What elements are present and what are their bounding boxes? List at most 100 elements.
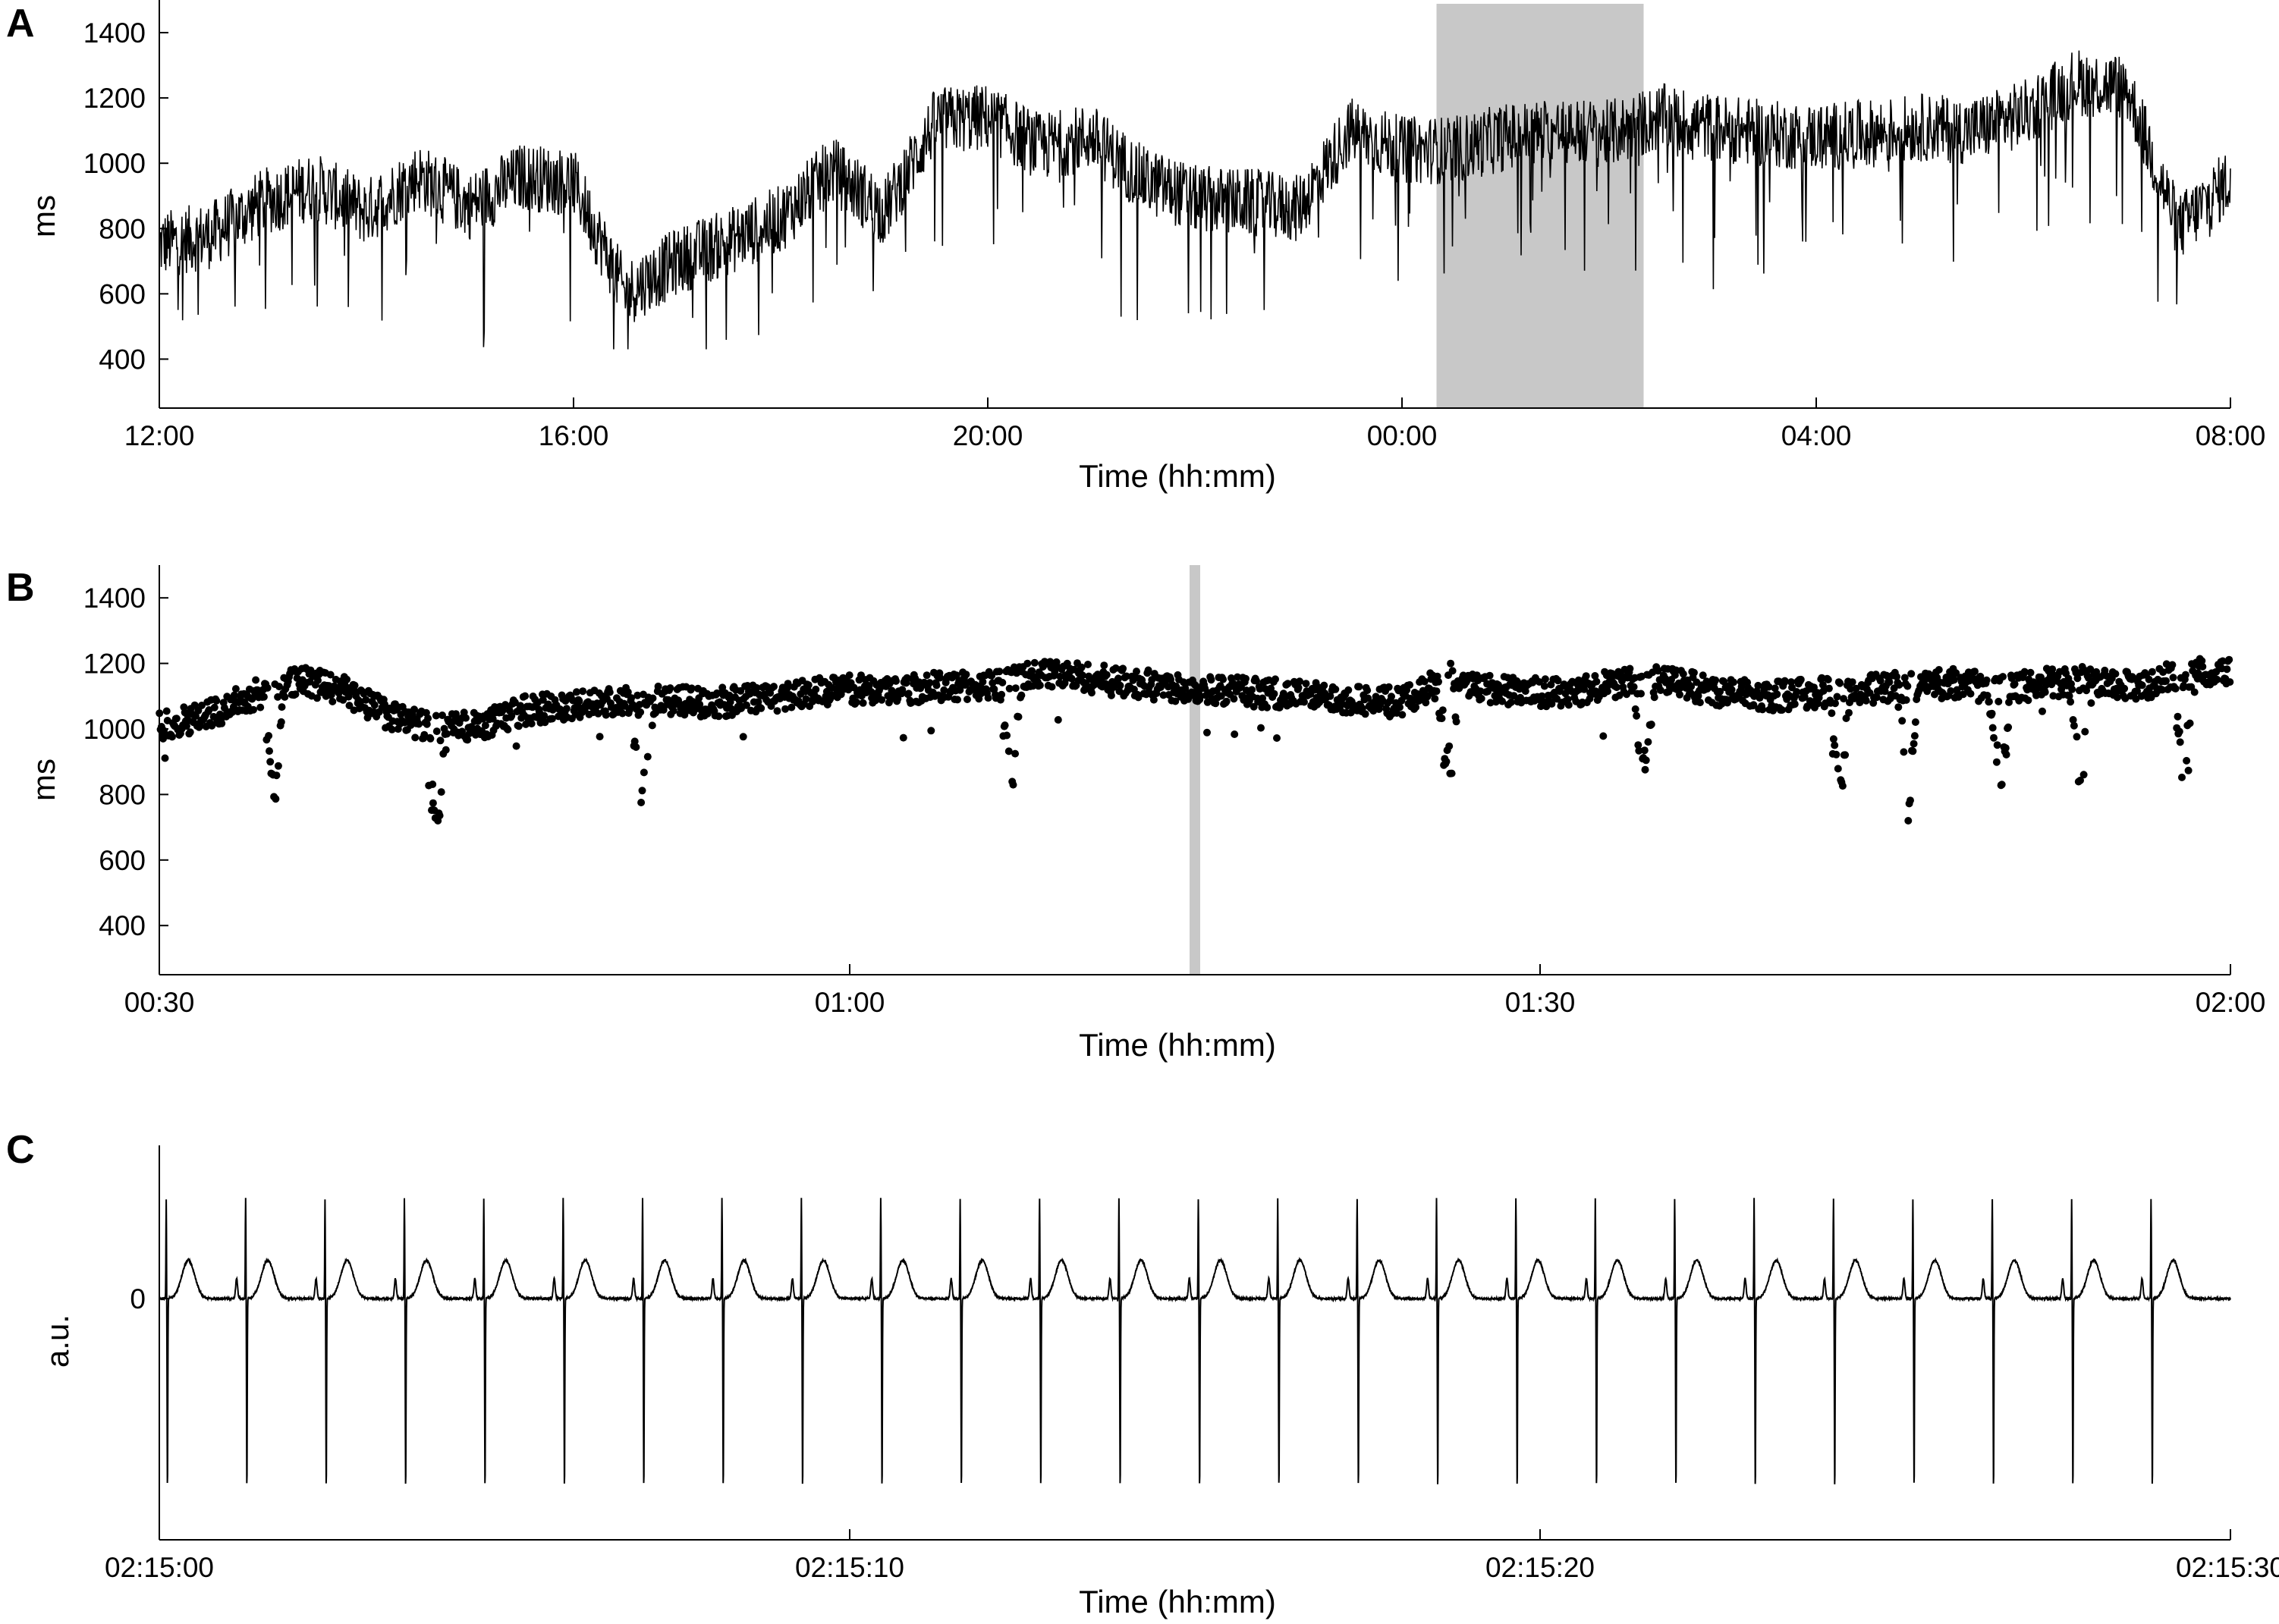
panel-b-data-point: [172, 715, 181, 723]
panel-b-data-point: [1296, 677, 1303, 686]
panel-b-data-point: [1637, 689, 1645, 698]
panel-b-data-point: [754, 698, 762, 706]
panel-b-data-point: [1248, 686, 1256, 694]
panel-c-series-line: [159, 1198, 2231, 1484]
panel-b-data-point: [209, 721, 216, 729]
panel-b-data-point: [1754, 681, 1762, 689]
panel-a-plot: [159, 50, 2231, 350]
panel-b-data-point: [432, 727, 441, 736]
panel-b-data-point: [2002, 750, 2010, 759]
panel-b-data-point: [1294, 683, 1303, 692]
panel-b-data-point: [1406, 681, 1414, 689]
panel-a-series-line: [159, 50, 2231, 350]
panel-b: B 400 600 800 1000 1200 1400 00:30 01:00 01:30 02…: [6, 565, 2265, 1063]
panel-b-data-point: [266, 747, 273, 755]
panel-b-data-point: [1030, 658, 1039, 667]
panel-b-data-point: [1077, 663, 1086, 671]
panel-b-data-point: [230, 691, 238, 699]
panel-b-data-point: [2041, 688, 2049, 696]
panel-b-data-point: [429, 781, 437, 788]
panel-b-data-point: [1028, 667, 1036, 675]
panel-b-data-point: [1644, 738, 1652, 746]
panel-b-data-point: [481, 721, 489, 730]
panel-c-letter: C: [6, 1128, 35, 1172]
panel-b-y-tick-label: 1000: [83, 714, 146, 745]
panel-b-data-point: [1852, 684, 1860, 693]
panel-b-data-point: [1902, 696, 1910, 704]
panel-b-data-point: [1122, 672, 1130, 680]
panel-b-data-point: [954, 696, 961, 704]
panel-a-y-tick-label: 1400: [83, 17, 146, 49]
panel-b-data-point: [1885, 678, 1894, 686]
panel-b-data-point: [781, 705, 790, 713]
panel-b-data-point: [1966, 689, 1975, 698]
panel-b-data-point: [1911, 718, 1919, 726]
panel-b-data-point: [1100, 661, 1108, 670]
panel-b-data-point: [624, 688, 632, 696]
panel-b-data-point: [2069, 716, 2077, 724]
panel-b-data-point: [602, 711, 610, 719]
panel-b-data-point: [1781, 677, 1789, 685]
panel-b-data-point: [923, 671, 931, 680]
panel-b-data-point: [1847, 685, 1855, 693]
panel-b-data-point: [2120, 684, 2129, 693]
panel-b-data-point: [784, 680, 792, 688]
panel-b-data-point: [1872, 693, 1881, 702]
panel-b-data-point: [1992, 758, 2001, 766]
panel-b-data-point: [259, 693, 268, 701]
panel-b-data-point: [328, 697, 337, 705]
panel-b-data-point: [2048, 665, 2057, 674]
panel-b-data-point: [1172, 682, 1180, 690]
panel-b-x-tick-label: 02:00: [2196, 987, 2266, 1018]
panel-b-data-point: [1654, 667, 1662, 675]
panel-b-data-point: [852, 698, 860, 706]
panel-b-data-point: [1355, 683, 1363, 691]
panel-b-data-point: [2145, 675, 2153, 683]
panel-b-data-point: [1650, 693, 1658, 702]
panel-b-data-point: [1435, 677, 1442, 686]
panel-c-plot: [159, 1198, 2231, 1484]
panel-b-data-point: [256, 703, 265, 711]
panel-b-data-point: [1824, 676, 1832, 683]
panel-b-data-point: [2158, 686, 2167, 694]
panel-b-data-point: [266, 758, 275, 766]
panel-a-x-tick-label: 04:00: [1781, 420, 1852, 451]
panel-b-data-point: [1253, 677, 1260, 685]
panel-b-data-point: [1814, 699, 1822, 708]
panel-b-data-point: [452, 710, 460, 718]
panel-b-y-label: ms: [26, 759, 61, 801]
panel-b-data-point: [2039, 707, 2046, 715]
panel-b-data-point: [423, 720, 431, 728]
panel-b-data-point: [1445, 742, 1454, 750]
panel-b-data-point: [1771, 684, 1779, 693]
panel-b-data-point: [632, 743, 640, 751]
panel-b-data-point: [1554, 677, 1562, 685]
panel-b-data-point: [2067, 698, 2075, 706]
panel-b-data-point: [1856, 699, 1864, 707]
panel-b-data-point: [350, 681, 359, 689]
panel-b-data-point: [1263, 703, 1272, 711]
panel-b-data-point: [1344, 686, 1353, 694]
panel-b-data-point: [898, 686, 907, 694]
panel-b-data-point: [2073, 733, 2081, 741]
panel-b-data-point: [420, 730, 429, 739]
panel-b-data-point: [326, 671, 335, 679]
panel-b-data-point: [1361, 710, 1369, 718]
panel-b-data-point: [2081, 727, 2089, 736]
panel-b-data-point: [1828, 709, 1836, 718]
panel-b-data-point: [2087, 699, 2095, 707]
panel-b-data-point: [562, 705, 571, 713]
panel-b-data-point: [904, 689, 913, 698]
panel-b-plot: [156, 655, 2234, 825]
panel-a-x-tick-label: 12:00: [124, 420, 195, 451]
panel-b-data-point: [1832, 750, 1840, 759]
panel-b-data-point: [1171, 697, 1180, 705]
panel-b-data-point: [1521, 687, 1529, 696]
panel-b-data-point: [2068, 685, 2076, 693]
panel-b-data-point: [539, 696, 547, 704]
panel-b-data-point: [1737, 683, 1746, 691]
panel-a: A 400 600 800 1000 1200 1400 12:00 16:00 20:00 00…: [6, 0, 2265, 494]
panel-b-data-point: [2226, 678, 2234, 686]
panel-b-data-point: [2084, 674, 2092, 682]
panel-b-data-point: [1564, 701, 1573, 709]
